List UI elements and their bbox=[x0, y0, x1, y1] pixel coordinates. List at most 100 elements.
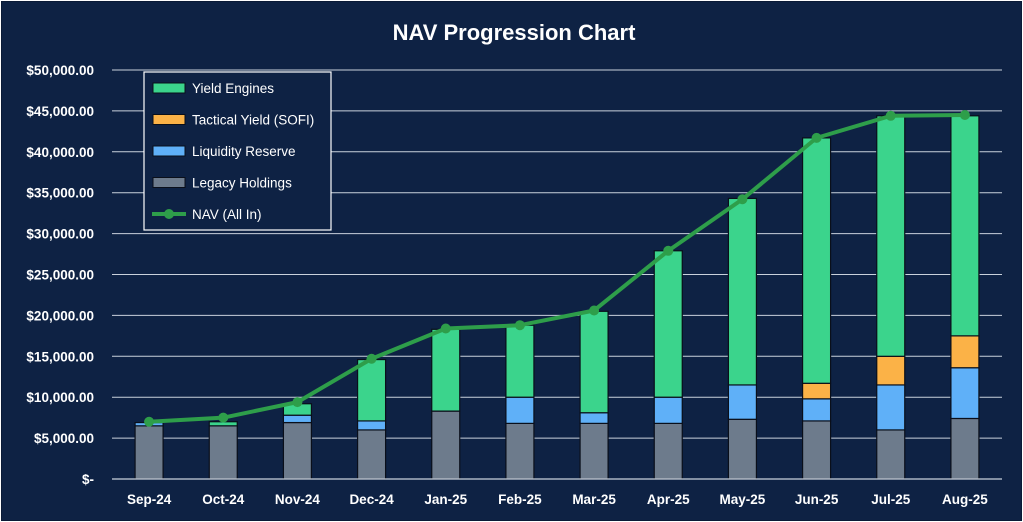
bar-stack-mar-25 bbox=[579, 310, 609, 480]
x-tick-label: Nov-24 bbox=[275, 492, 321, 507]
x-tick-label: Feb-25 bbox=[498, 492, 542, 507]
bar-liquidity-reserve-feb-25 bbox=[505, 396, 535, 424]
x-tick-label: Oct-24 bbox=[202, 492, 245, 507]
bar-stack-nov-24 bbox=[282, 403, 313, 480]
legend-item-nav-all-in: NAV (All In) bbox=[152, 207, 262, 222]
nav-marker-feb-25 bbox=[514, 320, 525, 331]
bar-liquidity-reserve-aug-25 bbox=[950, 367, 980, 420]
y-tick-label: $5,000.00 bbox=[34, 431, 94, 446]
nav-marker-nov-24 bbox=[292, 397, 303, 408]
bar-legacy-holdings-feb-25 bbox=[505, 422, 535, 480]
bar-legacy-holdings-aug-25 bbox=[950, 417, 980, 480]
bar-legacy-holdings-dec-24 bbox=[356, 429, 387, 480]
x-tick-label: Sep-24 bbox=[127, 492, 172, 507]
x-tick-label: Jun-25 bbox=[795, 492, 839, 507]
y-axis-tick-labels: $- $5,000.00 $10,000.00 $15,000.00 $20,000.0… bbox=[26, 63, 94, 487]
bar-legacy-holdings-may-25 bbox=[727, 418, 758, 480]
bar-legacy-holdings-nov-24 bbox=[282, 421, 313, 480]
chart-title: NAV Progression Chart bbox=[393, 20, 637, 45]
bar-stack-oct-24 bbox=[208, 421, 238, 480]
bar-liquidity-reserve-nov-24 bbox=[282, 414, 313, 424]
nav-marker-jul-25 bbox=[885, 110, 896, 121]
legend-item-tactical-yield-sofi: Tactical Yield (SOFI) bbox=[152, 113, 314, 128]
nav-marker-aug-25 bbox=[959, 109, 970, 120]
legend-label: Yield Engines bbox=[192, 81, 274, 96]
legend-item-yield-engines: Yield Engines bbox=[152, 81, 274, 96]
x-axis-tick-labels: Sep-24 Oct-24 Nov-24 Dec-24 Jan-25 Feb-25 Mar-… bbox=[127, 492, 988, 507]
bar-tactical-yield-sofi-aug-25 bbox=[950, 335, 980, 369]
y-tick-label: $30,000.00 bbox=[26, 227, 94, 242]
bar-stack-dec-24 bbox=[356, 358, 387, 480]
bar-stack-jan-25 bbox=[431, 328, 461, 480]
y-tick-label: $45,000.00 bbox=[26, 104, 94, 119]
legend-swatch bbox=[152, 114, 186, 125]
nav-marker-jan-25 bbox=[440, 323, 451, 334]
legend-label: Tactical Yield (SOFI) bbox=[192, 113, 314, 128]
bar-stack-jul-25 bbox=[876, 115, 906, 480]
bar-legacy-holdings-apr-25 bbox=[653, 422, 683, 480]
bar-yield-engines-may-25 bbox=[727, 197, 758, 386]
y-tick-label: $25,000.00 bbox=[26, 268, 94, 283]
bar-yield-engines-jun-25 bbox=[801, 137, 832, 384]
stacked-bars bbox=[134, 115, 980, 480]
bar-yield-engines-aug-25 bbox=[950, 115, 980, 337]
x-tick-label: Jul-25 bbox=[871, 492, 911, 507]
legend: Yield Engines Tactical Yield (SOFI) Liquid… bbox=[143, 71, 332, 231]
x-tick-label: Dec-24 bbox=[349, 492, 394, 507]
bar-liquidity-reserve-dec-24 bbox=[356, 420, 387, 431]
y-tick-label: $50,000.00 bbox=[26, 63, 94, 78]
bar-stack-aug-25 bbox=[950, 115, 980, 480]
y-tick-label: $35,000.00 bbox=[26, 186, 94, 201]
bar-legacy-holdings-sep-24 bbox=[134, 425, 164, 480]
x-tick-label: Aug-25 bbox=[942, 492, 988, 507]
nav-marker-dec-24 bbox=[366, 353, 377, 364]
bar-liquidity-reserve-may-25 bbox=[727, 384, 758, 420]
nav-marker-sep-24 bbox=[144, 416, 155, 427]
bar-tactical-yield-sofi-jul-25 bbox=[876, 355, 906, 386]
bar-legacy-holdings-jan-25 bbox=[431, 410, 461, 480]
bar-legacy-holdings-mar-25 bbox=[579, 422, 609, 480]
bar-yield-engines-dec-24 bbox=[356, 358, 387, 422]
y-tick-label: $- bbox=[82, 472, 94, 487]
bar-stack-jun-25 bbox=[801, 137, 832, 480]
bar-yield-engines-jan-25 bbox=[431, 328, 461, 412]
nav-line bbox=[147, 112, 967, 424]
bar-stack-sep-24 bbox=[134, 421, 164, 480]
bar-legacy-holdings-jul-25 bbox=[876, 429, 906, 480]
y-tick-label: $15,000.00 bbox=[26, 349, 94, 364]
bar-legacy-holdings-oct-24 bbox=[208, 425, 238, 480]
bar-liquidity-reserve-apr-25 bbox=[653, 396, 683, 424]
nav-marker-apr-25 bbox=[663, 245, 674, 256]
bar-liquidity-reserve-jul-25 bbox=[876, 384, 906, 431]
bar-stack-apr-25 bbox=[653, 250, 683, 480]
bar-tactical-yield-sofi-jun-25 bbox=[801, 382, 832, 400]
nav-marker-may-25 bbox=[737, 194, 748, 205]
legend-label: Legacy Holdings bbox=[192, 176, 292, 191]
y-tick-label: $20,000.00 bbox=[26, 308, 94, 323]
legend-marker-swatch bbox=[164, 209, 174, 219]
bar-yield-engines-apr-25 bbox=[653, 250, 683, 398]
legend-swatch bbox=[152, 145, 186, 157]
bar-stack-may-25 bbox=[727, 197, 758, 480]
bar-yield-engines-mar-25 bbox=[579, 310, 609, 414]
x-tick-label: Jan-25 bbox=[424, 492, 467, 507]
legend-item-liquidity-reserve: Liquidity Reserve bbox=[152, 144, 296, 159]
bar-yield-engines-jul-25 bbox=[876, 115, 906, 357]
legend-swatch bbox=[152, 82, 186, 94]
legend-label: NAV (All In) bbox=[192, 207, 262, 222]
bar-legacy-holdings-jun-25 bbox=[801, 420, 832, 480]
y-tick-label: $40,000.00 bbox=[26, 145, 94, 160]
nav-marker-jun-25 bbox=[811, 132, 822, 143]
y-tick-label: $10,000.00 bbox=[26, 390, 94, 405]
legend-item-legacy-holdings: Legacy Holdings bbox=[152, 176, 292, 191]
legend-swatch bbox=[152, 177, 186, 188]
nav-marker-oct-24 bbox=[218, 412, 229, 423]
bar-yield-engines-feb-25 bbox=[505, 324, 535, 398]
x-tick-label: Mar-25 bbox=[572, 492, 616, 507]
legend-label: Liquidity Reserve bbox=[192, 144, 296, 159]
nav-marker-mar-25 bbox=[589, 305, 600, 316]
x-tick-label: May-25 bbox=[720, 492, 766, 507]
nav-line-series bbox=[144, 109, 970, 427]
